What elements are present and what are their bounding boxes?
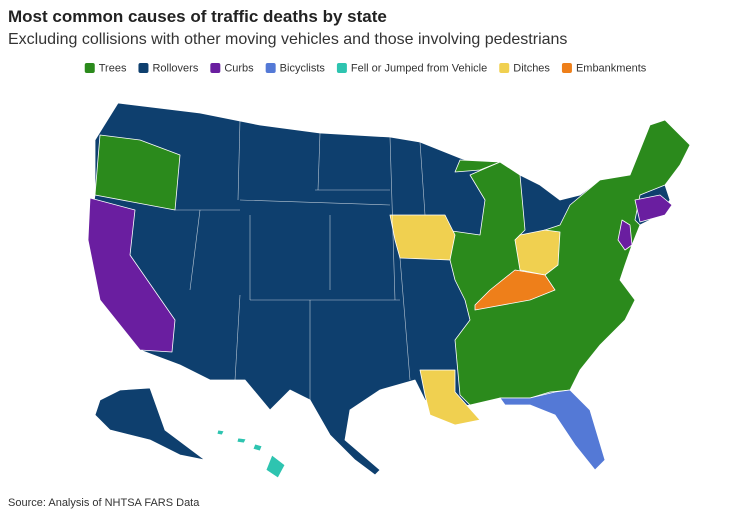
- state-border: [317, 132, 321, 191]
- map-region: [634, 194, 673, 223]
- legend-swatch: [561, 63, 572, 73]
- map-region: [444, 119, 691, 406]
- map-region: [252, 443, 263, 452]
- map-region: [216, 429, 225, 436]
- legend-label: Fell or Jumped from Vehicle: [351, 62, 487, 74]
- map-region: [87, 197, 176, 353]
- legend-label: Bicyclists: [280, 62, 326, 74]
- map-region: [499, 389, 606, 471]
- legend-swatch: [265, 63, 276, 73]
- state-border: [234, 294, 241, 381]
- legend-label: Ditches: [513, 62, 550, 74]
- map-region: [419, 369, 481, 426]
- map-region: [514, 229, 561, 276]
- map-region: [94, 387, 206, 461]
- map-region: [265, 454, 286, 479]
- state-border: [237, 119, 241, 201]
- legend: Trees Rollovers Curbs Bicyclists Fell or Jum…: [84, 62, 647, 74]
- legend-swatch: [336, 63, 347, 73]
- map-region: [474, 269, 556, 311]
- title: Most common causes of traffic deaths by …: [8, 7, 387, 26]
- state-border: [419, 141, 426, 216]
- legend-label: Rollovers: [152, 62, 198, 74]
- map-region: [236, 437, 247, 444]
- source: Source: Analysis of NHTSA FARS Data: [8, 497, 200, 509]
- map-region: [389, 214, 456, 261]
- state-border: [389, 136, 396, 301]
- map-region: [454, 159, 501, 173]
- state-border: [189, 209, 201, 291]
- legend-swatch: [84, 63, 95, 73]
- legend-swatch: [210, 63, 221, 73]
- legend-swatch: [499, 63, 510, 73]
- legend-label: Trees: [99, 62, 127, 74]
- legend-label: Embankments: [576, 62, 647, 74]
- map-region: [617, 219, 633, 251]
- map-regions: [87, 102, 691, 479]
- legend-swatch: [138, 63, 149, 73]
- legend-label: Curbs: [224, 62, 254, 74]
- map-region: [94, 134, 181, 211]
- state-border: [399, 257, 411, 381]
- subtitle: Excluding collisions with other moving v…: [8, 31, 567, 48]
- state-border: [239, 199, 391, 206]
